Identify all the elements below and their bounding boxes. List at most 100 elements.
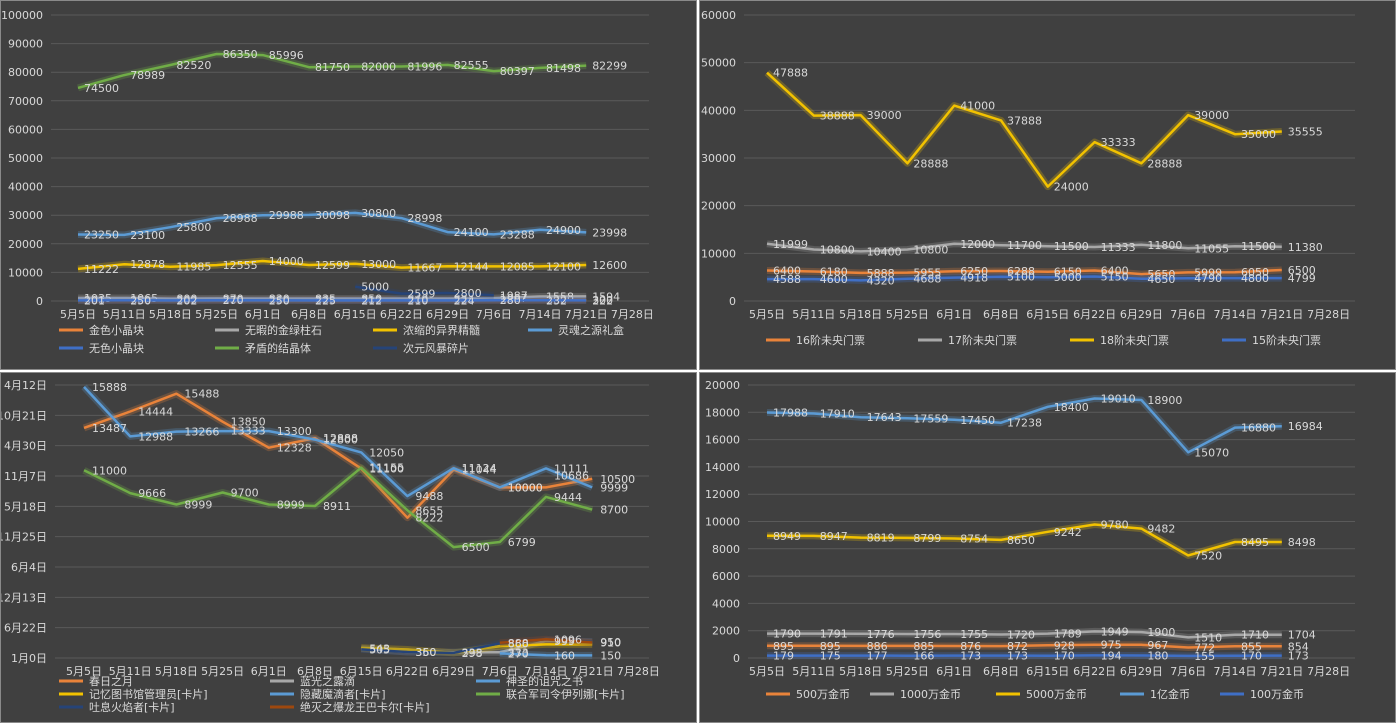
data-label: 16880 <box>1241 422 1276 435</box>
x-tick-label: 5月18日 <box>839 665 882 678</box>
data-label: 4600 <box>820 273 848 286</box>
y-tick-label: 0 <box>733 652 740 665</box>
x-tick-label: 5月11日 <box>109 665 152 678</box>
x-tick-label: 7月21日 <box>571 665 614 678</box>
data-label: 5888 <box>867 267 895 280</box>
x-tick-label: 7月28日 <box>1307 308 1350 321</box>
data-label: 16984 <box>1288 420 1323 433</box>
x-tick-label: 7月6日 <box>482 665 518 678</box>
data-label: 28888 <box>1147 157 1182 170</box>
y-tick-label: 20000 <box>701 200 736 213</box>
series-line <box>766 242 1282 253</box>
data-label: 10500 <box>600 473 635 486</box>
data-label: 82520 <box>176 59 211 72</box>
data-label: 5150 <box>1101 270 1129 283</box>
data-label: 910 <box>600 636 621 649</box>
data-label: 11667 <box>407 262 442 275</box>
legend-label: 1亿金币 <box>1150 687 1190 701</box>
chart-panel-bottom-left: 1月0日 6月22日 12月13日 6月4日 11月25日 5月18日 11月7日 4月30日… <box>0 372 697 723</box>
data-label: 173 <box>1007 650 1028 663</box>
x-tick-label: 5月18日 <box>839 308 882 321</box>
series-line <box>767 630 1282 639</box>
data-label: 11333 <box>1101 241 1136 254</box>
data-label: 15070 <box>1194 446 1229 459</box>
legend-label: 次元风暴碎片 <box>403 341 469 355</box>
x-tick-label: 7月14日 <box>525 665 568 678</box>
data-label: 975 <box>1101 639 1122 652</box>
data-label: 13300 <box>277 425 312 438</box>
data-label: 11100 <box>369 463 404 476</box>
data-label: 17643 <box>867 411 902 424</box>
data-label: 14444 <box>138 406 173 419</box>
data-label: 6150 <box>1054 266 1082 279</box>
x-tick-label: 6月8日 <box>983 308 1019 321</box>
data-label: 24000 <box>1054 181 1089 194</box>
data-label: 19010 <box>1101 393 1136 406</box>
data-label: 1776 <box>867 628 895 641</box>
chart-svg-bottom-right: 0 2000 4000 6000 8000 10000 12000 14000 16000 180… <box>705 379 1355 701</box>
y-tick-label: 8000 <box>712 543 740 556</box>
x-tick-label: 5月5日 <box>60 308 96 321</box>
data-label: 5100 <box>1007 271 1035 284</box>
data-label: 280 <box>500 294 521 307</box>
series-line <box>77 259 587 271</box>
data-label: 250 <box>269 294 290 307</box>
x-tick-label: 6月22日 <box>1073 665 1116 678</box>
data-label: 8754 <box>960 533 988 546</box>
data-label: 74500 <box>84 82 119 95</box>
data-label: 24100 <box>454 226 489 239</box>
x-tick-label: 7月14日 <box>1214 665 1257 678</box>
x-tick-label: 5月11日 <box>103 308 146 321</box>
data-label: 11222 <box>84 263 119 276</box>
data-label: 12085 <box>500 260 535 273</box>
x-tick-label: 7月28日 <box>611 308 654 321</box>
data-label: 9488 <box>415 490 443 503</box>
data-label: 6400 <box>773 264 801 277</box>
y-tick-label: 60000 <box>701 9 736 22</box>
data-label: 1710 <box>1241 629 1269 642</box>
data-label: 12800 <box>323 434 358 447</box>
data-label: 160 <box>554 649 575 662</box>
x-tick-label: 7月21日 <box>1260 665 1303 678</box>
y-tick-label: 4000 <box>712 597 740 610</box>
data-label: 12144 <box>454 260 489 273</box>
legend-label: 矛盾的结晶体 <box>245 341 311 355</box>
y-tick-label: 6000 <box>712 570 740 583</box>
series-line <box>766 397 1282 454</box>
x-tick-label: 6月8日 <box>291 308 327 321</box>
y-tick-label: 30000 <box>8 209 43 222</box>
data-label: 170 <box>1054 650 1075 663</box>
data-label: 155 <box>1194 650 1215 663</box>
series-line <box>83 392 593 519</box>
y-tick-label: 20000 <box>8 238 43 251</box>
data-label: 250 <box>130 294 151 307</box>
series-line <box>83 466 593 549</box>
data-label: 8799 <box>913 532 941 545</box>
data-label: 39000 <box>867 109 902 122</box>
data-label: 333 <box>462 646 483 659</box>
x-tick-label: 6月22日 <box>380 308 423 321</box>
data-label: 1987 <box>500 289 528 302</box>
data-label: 1790 <box>773 628 801 641</box>
data-label: 11500 <box>1054 240 1089 253</box>
y-tick-label: 14000 <box>705 461 740 474</box>
data-label: 928 <box>1054 639 1075 652</box>
data-label: 1594 <box>592 290 620 303</box>
series-line <box>499 638 593 645</box>
data-label: 82299 <box>592 60 627 73</box>
x-tick-label: 5月18日 <box>155 665 198 678</box>
data-label: 9666 <box>138 487 166 500</box>
y-tick-label: 11月7日 <box>4 470 47 483</box>
data-label: 840 <box>407 293 428 306</box>
data-label: 8495 <box>1241 536 1269 549</box>
data-label: 173 <box>1288 650 1309 663</box>
x-tick-label: 6月15日 <box>340 665 383 678</box>
data-label: 10400 <box>867 245 902 258</box>
data-label: 872 <box>1007 640 1028 653</box>
data-label: 28988 <box>223 212 258 225</box>
data-label: 855 <box>1241 640 1262 653</box>
y-tick-label: 11月25日 <box>1 531 47 544</box>
data-label: 6799 <box>508 536 536 549</box>
data-label: 11111 <box>554 462 589 475</box>
x-tick-label: 5月18日 <box>149 308 192 321</box>
